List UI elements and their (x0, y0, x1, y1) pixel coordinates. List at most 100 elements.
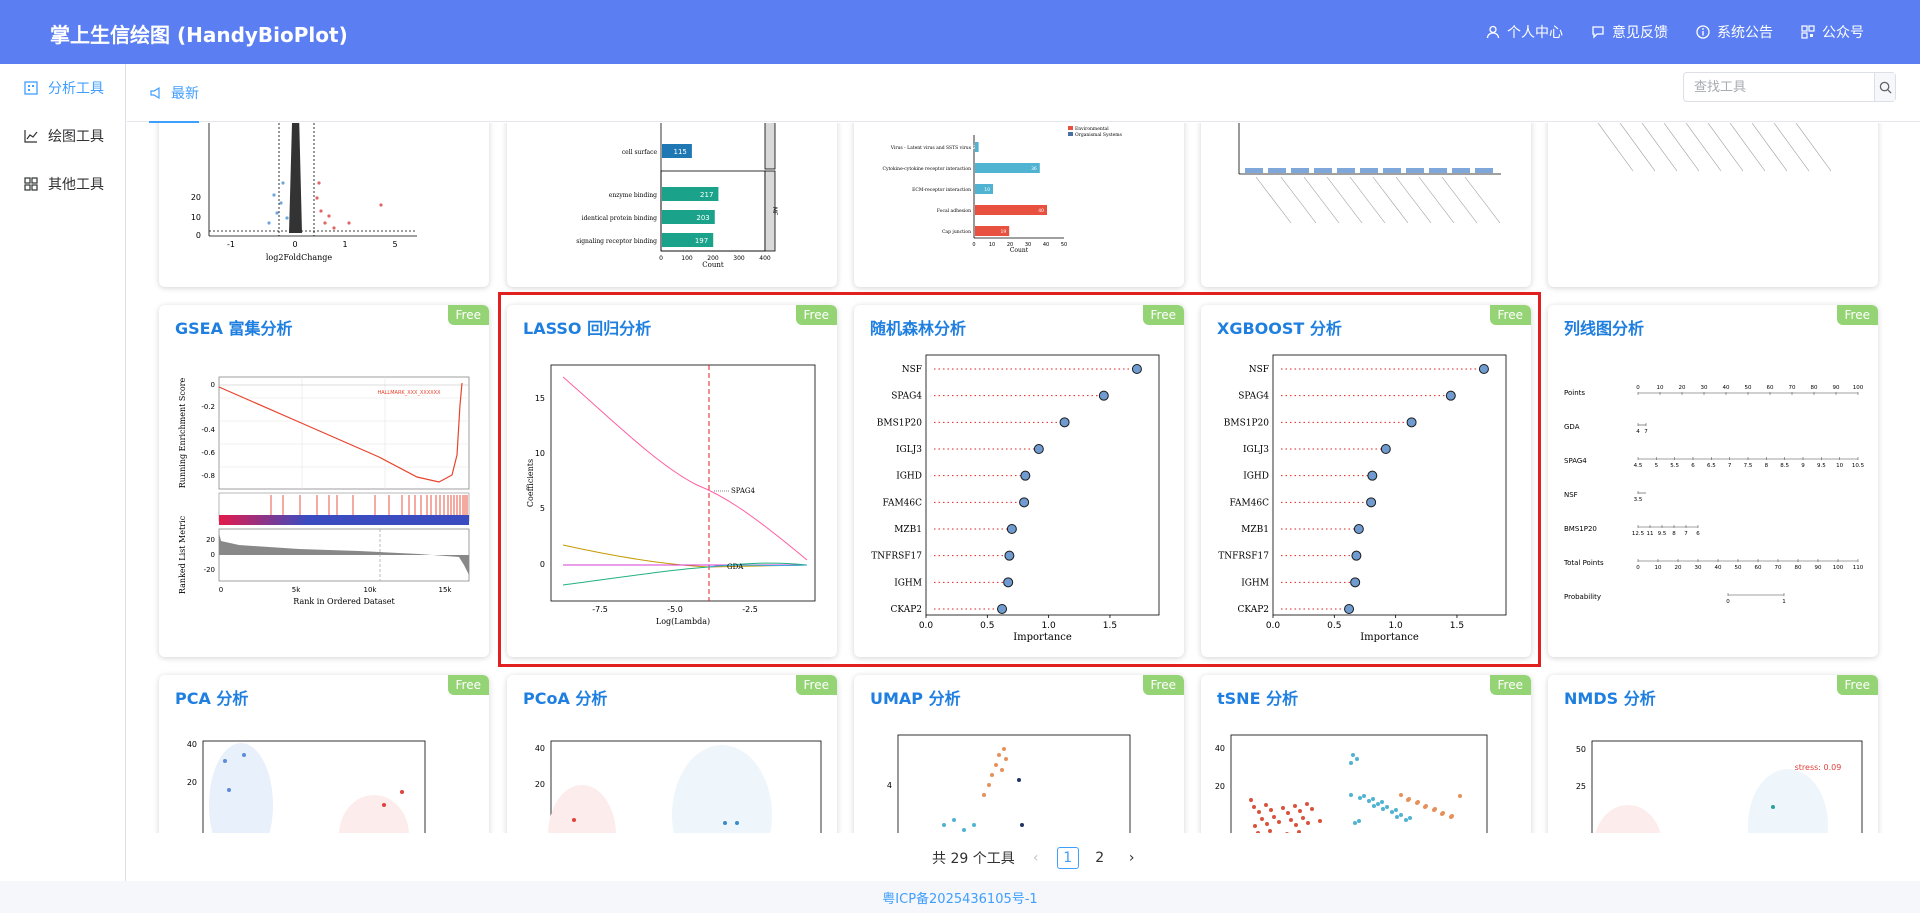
tool-card-go-enrichment[interactable]: MF 115 cell surface 217 enzyme binding 203 ide… (507, 123, 837, 287)
tool-card-pca[interactable]: PCA 分析 Free 40 20 (159, 675, 489, 833)
tool-card-gsea[interactable]: GSEA 富集分析 Free HALLMARK_XXX_XXXXXX 0 -0.… (159, 305, 489, 657)
tool-card-xgboost[interactable]: XGBOOST 分析 Free NSF SPAG4 BMS1P20 IGLJ3 IGHD… (1201, 305, 1531, 657)
lasso-ylabel: Coefficients (526, 459, 535, 507)
user-icon (1486, 25, 1500, 39)
tool-card-nomogram[interactable]: 列线图分析 Free Points GDA SPAG4 NSF BMS1P20 Total… (1548, 305, 1878, 657)
plot-frame (1272, 354, 1507, 616)
nav-user-center[interactable]: 个人中心 (1486, 22, 1563, 42)
umap-point (1020, 823, 1024, 827)
tool-card-umap[interactable]: UMAP 分析 Free 4 (854, 675, 1184, 833)
ytick: 20 (191, 193, 201, 202)
tsne-point (1353, 821, 1357, 825)
sidebar-item-label: 其他工具 (48, 177, 104, 193)
next-page-button[interactable]: › (1128, 850, 1135, 866)
xtick: 10 (989, 242, 995, 248)
bar-value: 36 (1031, 166, 1037, 172)
tool-card-kegg-enrichment[interactable]: Virus - Latent virus and SSTS virus 2 Cyto… (854, 123, 1184, 287)
tool-card-pcoa[interactable]: PCoA 分析 Free 40 20 (507, 675, 837, 833)
umap-point (997, 753, 1001, 757)
nomogram-tick-label: 0 (1726, 599, 1730, 605)
nav-announcement[interactable]: 系统公告 (1696, 22, 1773, 42)
prev-page-button[interactable]: ‹ (1032, 850, 1039, 866)
brand-title[interactable]: 掌上生信绘图 (HandyBioPlot) (50, 23, 348, 47)
tsne-point (1404, 818, 1408, 822)
lasso-preview: SPAG4 GDA 0 5 10 15 Coefficients -7.5 -5… (526, 364, 816, 626)
free-badge: Free (795, 305, 837, 325)
bar-label: signaling receptor binding (576, 238, 657, 245)
nomogram-row-label: NSF (1564, 491, 1578, 499)
nomogram-tick-label: 50 (1745, 385, 1752, 391)
free-badge: Free (1142, 675, 1184, 695)
search-button[interactable] (1874, 73, 1895, 101)
tsne-point (1440, 812, 1444, 816)
page-button-2[interactable]: 2 (1095, 850, 1105, 866)
tab-latest[interactable]: 最新 (149, 64, 199, 123)
tsne-point (1269, 808, 1273, 812)
tsne-point (1362, 794, 1366, 798)
nomogram-tick-label: 8 (1765, 463, 1769, 469)
page-button-1[interactable]: 1 (1056, 847, 1079, 869)
tsne-point (1249, 798, 1253, 802)
legend-label: Organismal Systems (1075, 132, 1123, 138)
tool-card-random-forest[interactable]: 随机森林分析 Free NSF SPAG4 BMS1P20 IGLJ3 IGHD FAM4… (854, 305, 1184, 657)
xtick: 0 (219, 586, 223, 594)
nav-feedback[interactable]: 意见反馈 (1591, 22, 1668, 42)
tool-card-nmds[interactable]: NMDS 分析 Free stress: 0.09 50 25 (1548, 675, 1878, 833)
tsne-point (1399, 793, 1403, 797)
importance-point (1351, 550, 1362, 561)
line-chart-icon (24, 130, 38, 143)
bar-label: cell surface (622, 149, 658, 156)
nmds-preview: stress: 0.09 50 25 (1576, 740, 1863, 833)
gene-label: IGHD (896, 472, 922, 482)
bar-value: 217 (700, 191, 713, 199)
importance-point (1020, 470, 1031, 481)
bar (975, 163, 1040, 173)
nomogram-tick-label: 20 (1675, 565, 1682, 571)
sidebar-item-plot-tools[interactable]: 绘图工具 (0, 112, 125, 160)
ytick: 0 (196, 231, 201, 240)
tool-card-pathway[interactable] (1548, 123, 1878, 287)
tsne-point (1399, 813, 1403, 817)
search-input[interactable] (1684, 73, 1874, 101)
importance-point (1367, 470, 1378, 481)
nomogram-tick-label: 60 (1767, 385, 1774, 391)
lasso-annotation-gda: GDA (727, 563, 744, 571)
sidebar-item-other-tools[interactable]: 其他工具 (0, 160, 125, 208)
tsne-point (1264, 803, 1268, 807)
tool-card-lasso[interactable]: LASSO 回归分析 Free SPAG4 GDA 0 5 10 15 Coef… (507, 305, 837, 657)
plot-frame (925, 354, 1160, 616)
importance-point (1366, 497, 1377, 508)
bar (662, 144, 692, 158)
nomogram-tick-label: 100 (1833, 565, 1844, 571)
importance-xlabel: Importance (1360, 632, 1419, 643)
tool-card-tsne[interactable]: tSNE 分析 Free 40 20 (1201, 675, 1531, 833)
pathway-preview (1597, 123, 1832, 172)
bar-value: 19 (1000, 229, 1006, 235)
sidebar-item-analysis-tools[interactable]: 分析工具 (0, 64, 125, 112)
ytick: 20 (206, 536, 215, 544)
xtick: 0 (292, 240, 297, 249)
tab-bar: 最新 (127, 64, 1920, 123)
importance-point (1059, 417, 1070, 428)
card-title: 列线图分析 (1564, 319, 1645, 338)
ytick: 15 (535, 394, 545, 403)
importance-point (1004, 550, 1015, 561)
xtick: 0.0 (919, 621, 934, 631)
tsne-point (1293, 804, 1297, 808)
ytick: 25 (1576, 782, 1586, 791)
importance-point (1478, 364, 1489, 374)
free-badge: Free (795, 675, 837, 695)
info-icon (1696, 25, 1710, 39)
free-badge: Free (1489, 675, 1531, 695)
legend-swatch (1068, 132, 1073, 136)
umap-point (1017, 778, 1021, 782)
gsea-preview: HALLMARK_XXX_XXXXXX 0 -0.2 -0.4 -0.6 -0.… (178, 376, 470, 606)
tool-card-volcano[interactable]: 0 10 20 -1 0 1 5 log2FoldChange (159, 123, 489, 287)
nav-official-account[interactable]: 公众号 (1801, 22, 1864, 42)
bar (975, 205, 1047, 215)
ytick: 4 (887, 781, 892, 790)
icp-link[interactable]: 粤ICP备2025436105号-1 (882, 891, 1038, 907)
tool-card-enrichment-bar[interactable] (1201, 123, 1531, 287)
search-icon (1879, 81, 1892, 94)
gene-label: TNFRSF17 (871, 552, 922, 562)
